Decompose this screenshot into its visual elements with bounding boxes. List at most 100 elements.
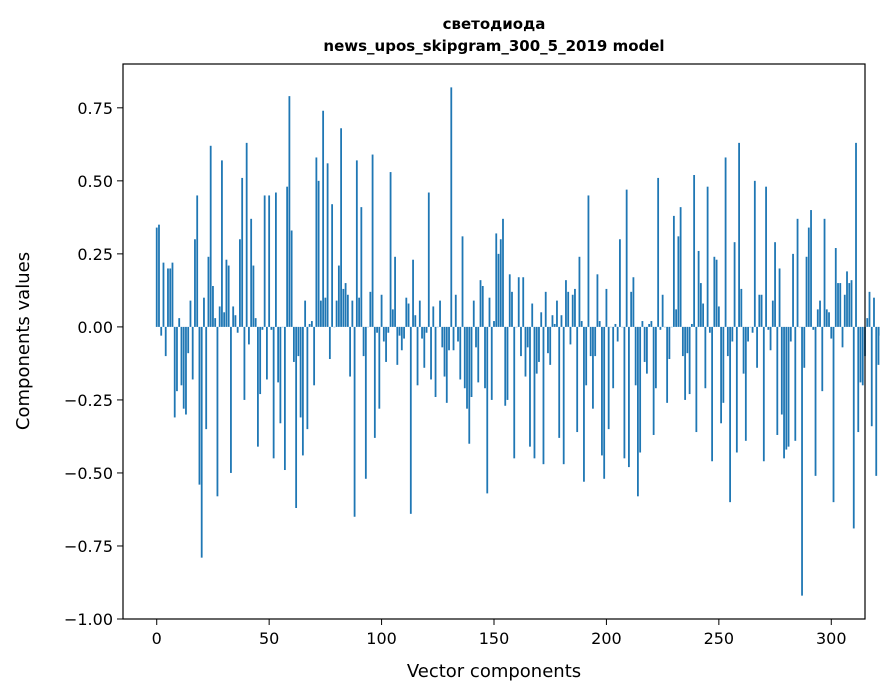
bar-285 bbox=[797, 219, 799, 327]
bar-111 bbox=[405, 298, 407, 327]
bar-242 bbox=[700, 283, 702, 327]
bar-293 bbox=[815, 327, 817, 476]
bar-279 bbox=[783, 327, 785, 458]
bar-173 bbox=[545, 292, 547, 327]
bar-175 bbox=[549, 327, 551, 365]
bar-216 bbox=[642, 321, 644, 327]
bar-46 bbox=[259, 327, 261, 394]
bar-127 bbox=[441, 327, 443, 347]
bar-176 bbox=[552, 315, 554, 327]
bar-290 bbox=[808, 228, 810, 327]
bar-199 bbox=[603, 327, 605, 479]
bar-55 bbox=[279, 327, 281, 423]
bar-214 bbox=[637, 327, 639, 496]
bar-19 bbox=[199, 327, 201, 485]
bar-236 bbox=[686, 327, 688, 353]
x-tick-label: 200 bbox=[591, 629, 622, 648]
bar-228 bbox=[668, 327, 670, 359]
bar-295 bbox=[819, 301, 821, 327]
bar-60 bbox=[291, 231, 293, 327]
x-tick-label: 50 bbox=[259, 629, 279, 648]
bar-87 bbox=[351, 301, 353, 327]
bar-232 bbox=[677, 236, 679, 327]
bar-15 bbox=[190, 301, 192, 327]
bar-222 bbox=[655, 327, 657, 388]
bar-162 bbox=[520, 327, 522, 356]
bar-95 bbox=[369, 292, 371, 327]
bar-193 bbox=[590, 327, 592, 356]
bar-164 bbox=[525, 327, 527, 377]
bar-189 bbox=[581, 321, 583, 327]
bar-319 bbox=[873, 298, 875, 327]
bar-137 bbox=[464, 327, 466, 388]
bar-0 bbox=[156, 228, 158, 327]
bar-321 bbox=[878, 327, 880, 365]
bar-91 bbox=[360, 207, 362, 327]
bar-192 bbox=[588, 195, 590, 326]
bar-21 bbox=[203, 298, 205, 327]
bar-210 bbox=[628, 327, 630, 467]
bar-149 bbox=[491, 327, 493, 400]
bar-140 bbox=[471, 327, 473, 397]
bar-203 bbox=[612, 327, 614, 388]
bar-310 bbox=[853, 327, 855, 529]
bar-244 bbox=[704, 327, 706, 388]
bar-8 bbox=[174, 327, 176, 418]
chart-title: светодиода bbox=[443, 15, 546, 33]
bar-22 bbox=[205, 327, 207, 429]
bar-4 bbox=[165, 327, 167, 356]
bar-231 bbox=[675, 309, 677, 327]
bar-179 bbox=[558, 327, 560, 438]
bar-305 bbox=[842, 327, 844, 347]
bar-154 bbox=[502, 219, 504, 327]
bar-85 bbox=[347, 295, 349, 327]
bar-265 bbox=[752, 327, 754, 333]
bar-190 bbox=[583, 327, 585, 482]
bar-303 bbox=[837, 283, 839, 327]
y-tick-label: 0.00 bbox=[77, 318, 113, 337]
bar-252 bbox=[722, 327, 724, 403]
bar-147 bbox=[486, 327, 488, 494]
bar-122 bbox=[430, 327, 432, 380]
bar-298 bbox=[826, 309, 828, 327]
bar-235 bbox=[684, 327, 686, 400]
bar-52 bbox=[273, 327, 275, 458]
bar-43 bbox=[253, 266, 255, 327]
bar-151 bbox=[495, 233, 497, 326]
bar-262 bbox=[745, 327, 747, 441]
bar-212 bbox=[633, 277, 635, 327]
bar-184 bbox=[570, 327, 572, 345]
bar-44 bbox=[255, 318, 257, 327]
bar-300 bbox=[830, 327, 832, 339]
bar-208 bbox=[624, 327, 626, 458]
bar-129 bbox=[446, 327, 448, 403]
bar-18 bbox=[196, 195, 198, 326]
bar-274 bbox=[772, 301, 774, 327]
bar-7 bbox=[172, 263, 174, 327]
bar-132 bbox=[453, 327, 455, 350]
bar-16 bbox=[192, 327, 194, 380]
bar-281 bbox=[788, 327, 790, 447]
bar-234 bbox=[682, 327, 684, 356]
bar-144 bbox=[480, 280, 482, 327]
bar-12 bbox=[183, 327, 185, 409]
bar-266 bbox=[754, 181, 756, 327]
bar-64 bbox=[300, 327, 302, 418]
bar-309 bbox=[851, 280, 853, 327]
bar-167 bbox=[531, 304, 533, 327]
bar-17 bbox=[194, 239, 196, 327]
bar-237 bbox=[689, 327, 691, 394]
bar-161 bbox=[518, 277, 520, 327]
bar-40 bbox=[246, 143, 248, 327]
bar-5 bbox=[167, 268, 169, 326]
bar-134 bbox=[457, 327, 459, 342]
bar-187 bbox=[576, 327, 578, 432]
bar-86 bbox=[349, 327, 351, 377]
bar-186 bbox=[574, 289, 576, 327]
bar-296 bbox=[821, 327, 823, 391]
bar-69 bbox=[311, 321, 313, 327]
bar-157 bbox=[509, 274, 511, 327]
x-tick-label: 0 bbox=[152, 629, 162, 648]
bar-206 bbox=[619, 239, 621, 327]
bar-215 bbox=[639, 327, 641, 453]
